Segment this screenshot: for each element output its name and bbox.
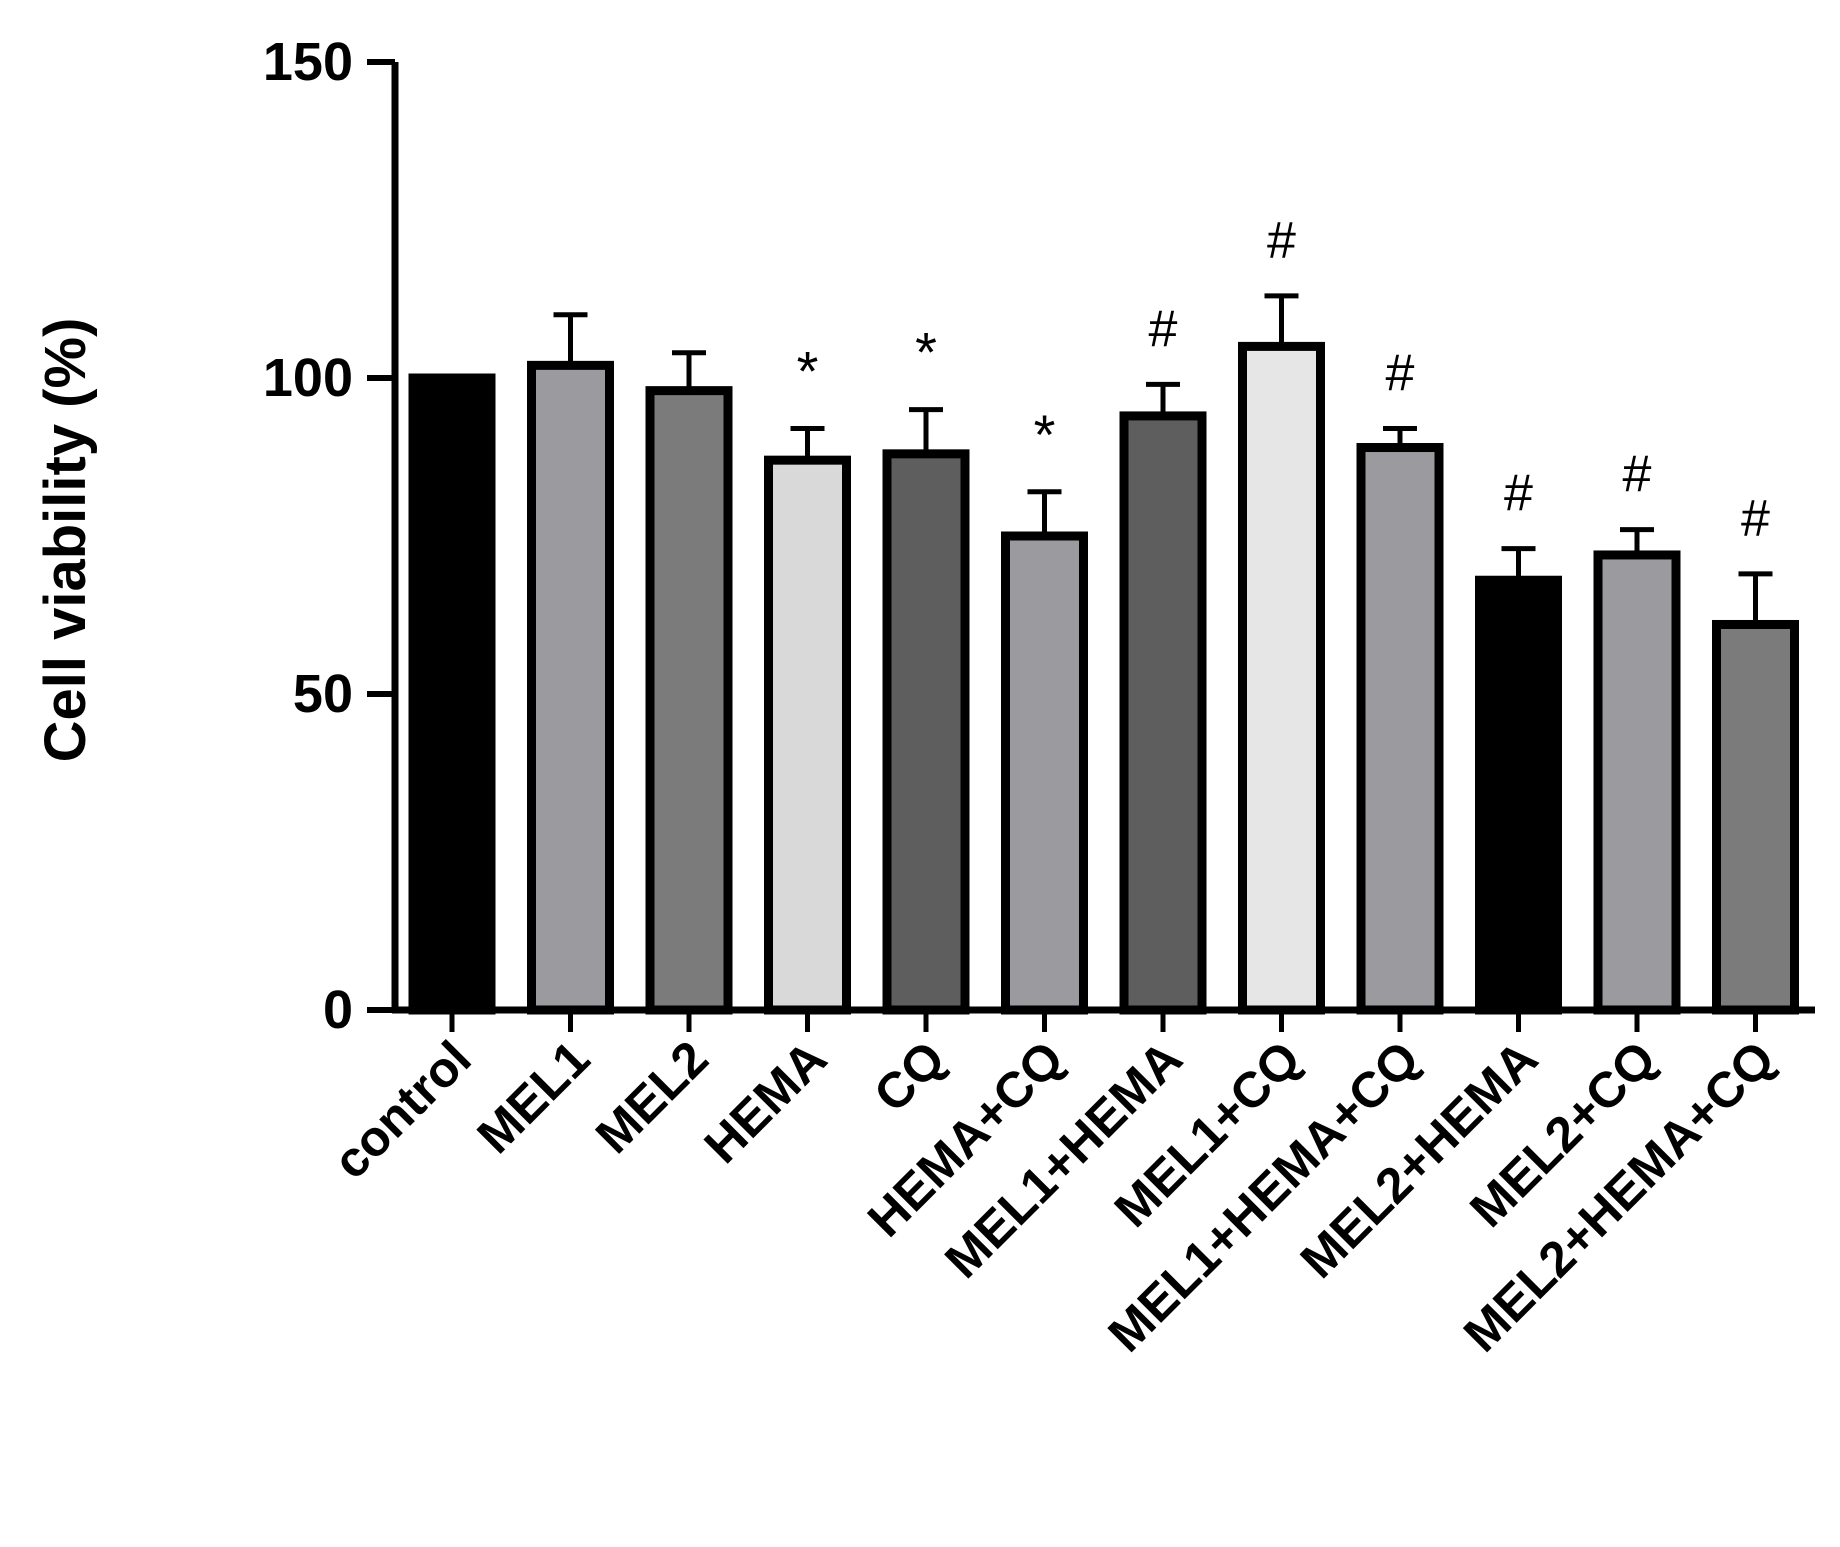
bar-2 xyxy=(645,386,733,1015)
bar-11 xyxy=(1712,619,1799,1015)
bar-6 xyxy=(1119,411,1207,1015)
y-tick-label: 150 xyxy=(263,32,353,92)
axes-layer xyxy=(367,59,1815,1032)
y-tick-label: 100 xyxy=(263,348,353,408)
significance-label: # xyxy=(1623,446,1652,504)
bar-7 xyxy=(1238,341,1325,1015)
significance-label: * xyxy=(915,321,937,384)
significance-label: # xyxy=(1741,490,1770,548)
bar-3 xyxy=(764,455,851,1015)
x-tick-label: CQ xyxy=(863,1030,956,1123)
bar-9 xyxy=(1475,575,1562,1015)
significance-label: # xyxy=(1149,300,1178,358)
bar-4 xyxy=(882,449,970,1015)
significance-label: # xyxy=(1504,465,1533,523)
significance-label: # xyxy=(1386,345,1415,403)
y-tick-label: 50 xyxy=(293,664,353,724)
y-tick-label: 0 xyxy=(323,980,353,1040)
significance-label: * xyxy=(797,340,819,403)
y-axis-title: Cell viability (%) xyxy=(33,318,98,763)
x-tick-label: control xyxy=(322,1030,481,1189)
bar-8 xyxy=(1356,443,1444,1015)
bar-1 xyxy=(527,360,614,1015)
bar-10 xyxy=(1593,550,1681,1015)
significance-label: * xyxy=(1034,403,1056,466)
bar-0 xyxy=(408,373,496,1015)
x-tick-label: HEMA xyxy=(694,1030,838,1174)
x-tick-label: MEL2 xyxy=(585,1030,719,1164)
x-tick-label: MEL1 xyxy=(466,1030,600,1164)
bar-5 xyxy=(1001,531,1088,1015)
significance-label: # xyxy=(1267,212,1296,270)
bars-layer xyxy=(408,293,1799,1015)
